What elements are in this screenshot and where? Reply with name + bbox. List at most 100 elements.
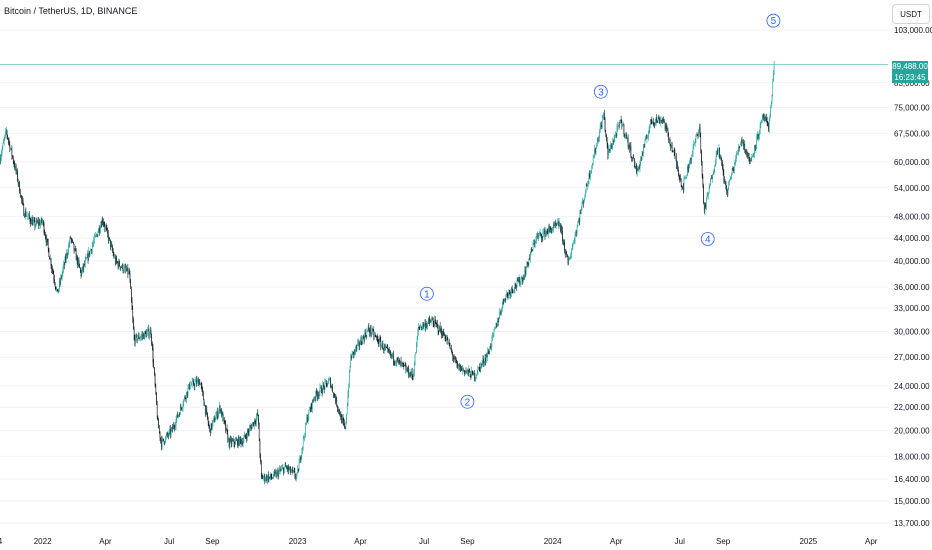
candle-body	[754, 145, 755, 154]
candle-body	[338, 409, 340, 411]
candle-body	[323, 385, 325, 390]
candle-body	[165, 436, 166, 443]
wave-label-3: 3	[598, 87, 604, 98]
candle-body	[740, 140, 742, 144]
candle-body	[21, 195, 22, 200]
candle-body	[107, 229, 108, 234]
candle-body	[325, 381, 326, 382]
candle-body	[16, 170, 18, 172]
candle-body	[437, 325, 439, 332]
candle-body	[305, 423, 307, 424]
candle-body	[550, 227, 551, 230]
candle-body	[156, 404, 158, 418]
candle-body	[752, 155, 753, 158]
candle-body	[19, 182, 20, 194]
currency-button[interactable]: USDT	[892, 4, 930, 24]
candle-body	[325, 381, 327, 384]
candle-body	[619, 120, 621, 127]
candle-body	[583, 198, 585, 204]
candle-body	[481, 363, 482, 365]
candle-body	[169, 429, 171, 431]
candle-body	[652, 121, 654, 123]
candle-body	[240, 439, 242, 444]
candle-body	[472, 371, 474, 375]
candle-body	[309, 409, 311, 411]
candle-body	[766, 117, 767, 122]
candle-body	[536, 235, 538, 237]
candle-body	[766, 121, 768, 124]
candle-body	[679, 176, 681, 179]
candle-body	[381, 345, 382, 348]
candle-body	[740, 143, 741, 145]
candle-body	[664, 122, 666, 130]
wave-label-4: 4	[705, 234, 711, 245]
candle-body	[739, 144, 741, 148]
candle-body	[751, 157, 753, 161]
candle-body	[476, 373, 478, 375]
candle-body	[75, 250, 77, 261]
candle-body	[363, 337, 365, 341]
candle-body	[87, 254, 88, 258]
candle-body	[613, 138, 615, 142]
candle-body	[315, 390, 317, 399]
candle-body	[418, 326, 420, 328]
candle-body	[115, 258, 117, 264]
candle-body	[223, 417, 224, 422]
candle-body	[396, 358, 398, 363]
candle-body	[43, 221, 44, 223]
candle-body	[142, 333, 144, 336]
candle-body	[318, 392, 320, 396]
candle-body	[668, 132, 669, 140]
candle-body	[367, 330, 368, 332]
candle-body	[676, 164, 678, 165]
candle-body	[83, 264, 85, 270]
candle-body	[696, 134, 698, 136]
candle-body	[264, 475, 266, 481]
candle-body	[14, 164, 15, 169]
candle-body	[705, 204, 706, 207]
candle-body	[592, 163, 593, 166]
candle-body	[374, 335, 376, 336]
y-tick-label: 22,000.00	[894, 403, 930, 412]
candle-body	[168, 435, 169, 436]
candle-body	[321, 386, 322, 393]
candle-body	[636, 169, 638, 173]
candle-body	[112, 251, 114, 254]
candle-body	[752, 154, 754, 156]
candle-body	[564, 242, 565, 251]
candle-body	[62, 268, 64, 274]
candle-body	[162, 438, 164, 440]
candle-body	[365, 332, 366, 336]
candle-body	[106, 228, 108, 230]
candle-body	[105, 226, 106, 229]
y-tick-label: 27,000.00	[894, 353, 930, 362]
candle-body	[270, 474, 271, 478]
candle-body	[624, 133, 625, 136]
candle-body	[574, 234, 576, 242]
candle-body	[219, 406, 221, 412]
candle-body	[133, 319, 134, 329]
candle-body	[648, 129, 650, 134]
candle-body	[140, 337, 141, 339]
candle-body	[335, 397, 336, 402]
candle-body	[212, 422, 213, 429]
candle-body	[600, 124, 602, 127]
candle-body	[261, 474, 263, 477]
candle-body	[341, 414, 342, 423]
candle-body	[168, 430, 170, 436]
candle-body	[478, 366, 479, 369]
candle-body	[706, 196, 708, 199]
candle-body	[546, 231, 547, 233]
candle-body	[453, 358, 455, 360]
candle-body	[539, 234, 540, 235]
y-tick-label: 20,000.00	[894, 427, 930, 436]
candle-body	[298, 462, 300, 472]
candle-body	[65, 257, 66, 260]
candle-body	[441, 335, 443, 338]
candle-body	[403, 363, 405, 366]
candle-body	[405, 365, 407, 371]
candle-body	[306, 417, 308, 424]
candle-body	[235, 440, 236, 445]
candle-body	[571, 246, 573, 250]
